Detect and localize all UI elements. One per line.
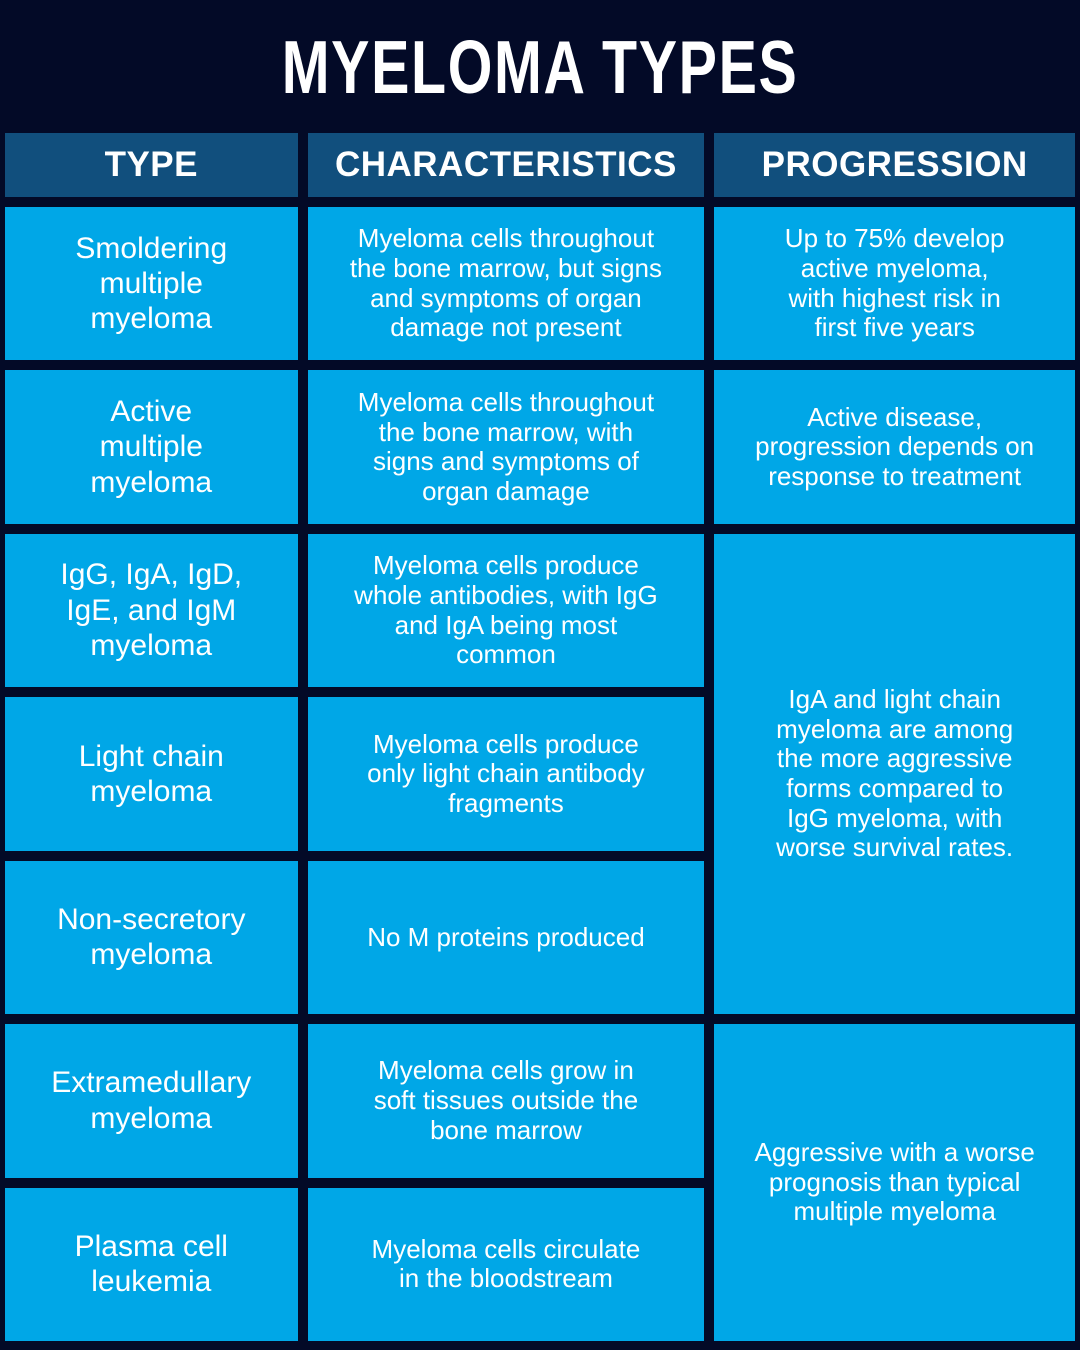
characteristics-cell-row-7: Myeloma cells circulate in the bloodstre… (307, 1187, 705, 1341)
characteristics-cell-row-5: No M proteins produced (307, 860, 705, 1015)
type-cell-non-secretory-myeloma: Non-secretory myeloma (5, 860, 298, 1015)
characteristics-cell-row-1: Myeloma cells throughout the bone marrow… (307, 207, 705, 361)
type-cell-smoldering-multiple-myeloma: Smoldering multiple myeloma (5, 207, 298, 361)
type-cell-extramedullary-myeloma: Extramedullary myeloma (5, 1024, 298, 1178)
type-cell-plasma-cell-leukemia: Plasma cell leukemia (5, 1187, 298, 1341)
characteristics-cell-row-6: Myeloma cells grow in soft tissues outsi… (307, 1024, 705, 1178)
page-title: MYELOMA TYPES (281, 24, 799, 109)
column-header-type: TYPE (5, 133, 298, 197)
type-cell-light-chain-myeloma: Light chain myeloma (5, 697, 298, 851)
type-cell-active-multiple-myeloma: Active multiple myeloma (5, 370, 298, 524)
myeloma-types-table: TYPE CHARACTERISTICS PROGRESSION Smolder… (0, 133, 1080, 1350)
column-header-progression: PROGRESSION (714, 133, 1075, 197)
progression-cell-merged-rows-3-5: IgA and light chain myeloma are among th… (714, 533, 1075, 1015)
characteristics-cell-row-2: Myeloma cells throughout the bone marrow… (307, 370, 705, 524)
progression-cell-row-1: Up to 75% develop active myeloma, with h… (714, 207, 1075, 361)
title-bar: MYELOMA TYPES (0, 0, 1080, 133)
column-header-characteristics: CHARACTERISTICS (307, 133, 705, 197)
progression-cell-row-2: Active disease, progression depends on r… (714, 370, 1075, 524)
characteristics-cell-row-3: Myeloma cells produce whole antibodies, … (307, 533, 705, 688)
progression-cell-merged-rows-6-7: Aggressive with a worse prognosis than t… (714, 1024, 1075, 1341)
type-cell-igg-iga-igd-ige-igm-myeloma: IgG, IgA, IgD, IgE, and IgM myeloma (5, 533, 298, 688)
characteristics-cell-row-4: Myeloma cells produce only light chain a… (307, 697, 705, 851)
